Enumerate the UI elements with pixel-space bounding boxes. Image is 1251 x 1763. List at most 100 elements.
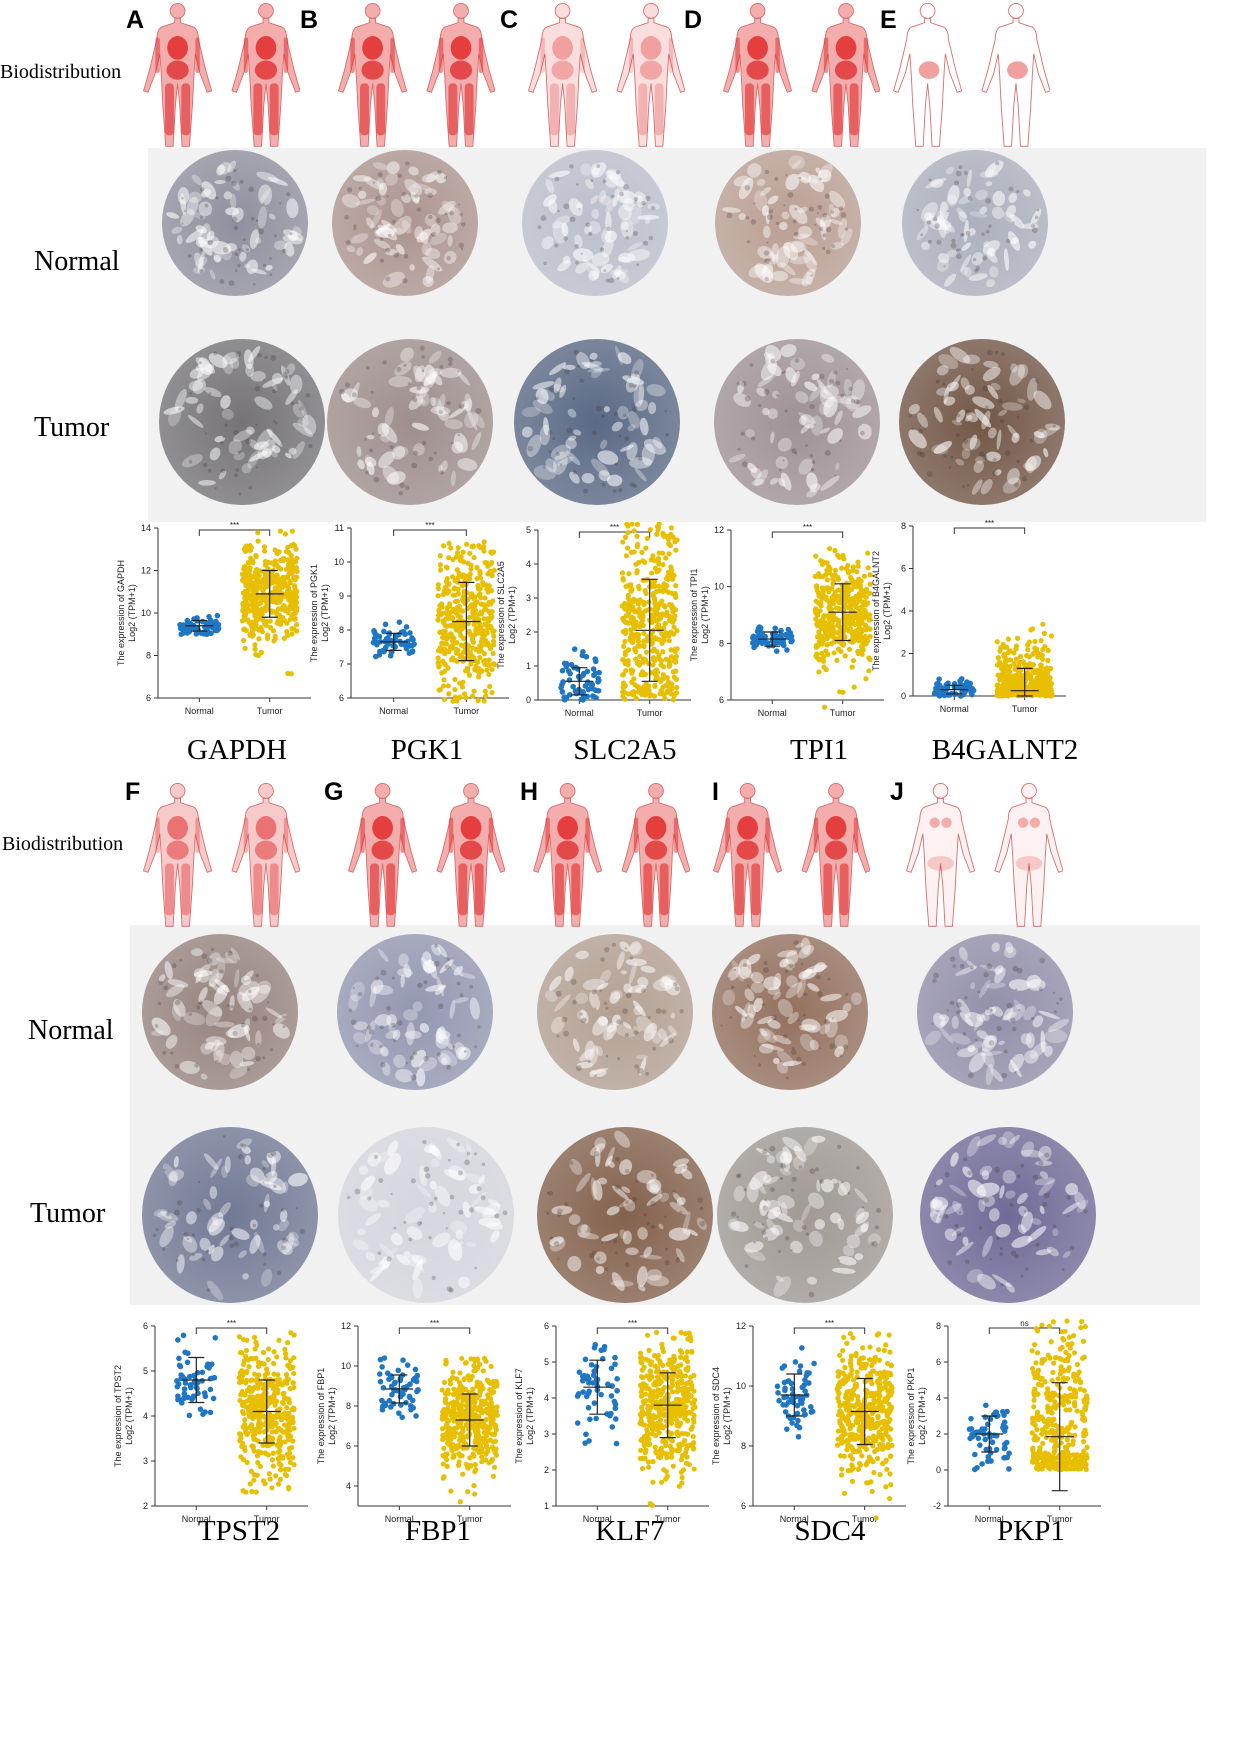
data-point-tumor <box>455 545 461 551</box>
data-point-tumor <box>834 1442 841 1448</box>
data-point-tumor <box>1057 1371 1063 1377</box>
data-point-tumor <box>494 1404 500 1410</box>
data-point-tumor <box>250 583 256 590</box>
data-point-tumor <box>1052 1399 1058 1405</box>
data-point-tumor <box>486 1425 492 1431</box>
data-point-tumor <box>858 587 864 593</box>
data-point-tumor <box>684 1443 690 1449</box>
data-point-tumor <box>256 1372 262 1378</box>
data-point-tumor <box>457 1499 463 1505</box>
data-point-tumor <box>850 658 857 664</box>
data-point-tumor <box>689 1349 695 1355</box>
data-point-tumor <box>848 1363 854 1369</box>
data-point-tumor <box>1081 1388 1087 1394</box>
data-point-tumor <box>679 1480 685 1486</box>
data-point-tumor <box>242 1417 248 1423</box>
data-point-tumor <box>1067 1385 1073 1392</box>
data-point-normal <box>794 1410 801 1417</box>
data-point-tumor <box>494 1412 500 1418</box>
data-point-tumor <box>255 538 261 544</box>
data-point-tumor <box>256 1412 263 1418</box>
data-point-tumor <box>857 1443 863 1450</box>
data-point-tumor <box>277 1448 283 1454</box>
tick-label: 12 <box>341 1321 351 1331</box>
data-point-tumor <box>630 599 636 605</box>
data-point-tumor <box>674 1447 680 1454</box>
data-point-tumor <box>678 1354 684 1360</box>
data-point-tumor <box>1079 1355 1086 1361</box>
data-point-tumor <box>652 1415 658 1421</box>
data-point-tumor <box>287 1432 293 1439</box>
data-point-tumor <box>263 574 269 580</box>
data-point-normal <box>582 1356 589 1363</box>
data-point-normal <box>983 1402 989 1409</box>
data-point-tumor <box>276 549 282 555</box>
data-point-tumor <box>254 1453 261 1459</box>
data-point-tumor <box>646 1347 652 1353</box>
data-point-normal <box>802 1377 808 1383</box>
data-point-normal <box>579 652 586 659</box>
data-point-tumor <box>255 1363 262 1370</box>
data-point-tumor <box>839 1466 845 1472</box>
data-point-tumor <box>634 522 641 527</box>
data-point-normal <box>801 1407 807 1413</box>
data-point-tumor <box>482 595 488 601</box>
data-point-tumor <box>436 612 442 619</box>
data-point-tumor <box>1039 1427 1045 1433</box>
data-point-tumor <box>656 561 662 567</box>
data-point-tumor <box>640 1375 646 1381</box>
data-point-tumor <box>846 586 852 593</box>
data-point-tumor <box>285 1396 291 1402</box>
data-point-tumor <box>855 1448 861 1454</box>
data-point-tumor <box>655 527 661 533</box>
data-point-normal <box>187 1382 194 1388</box>
data-point-tumor <box>1061 1397 1067 1404</box>
data-point-tumor <box>1045 1409 1051 1415</box>
data-point-tumor <box>489 666 495 673</box>
data-point-normal <box>570 683 576 690</box>
data-point-normal <box>396 1410 402 1416</box>
data-point-tumor <box>651 617 658 623</box>
data-point-tumor <box>450 638 456 644</box>
data-point-tumor <box>671 617 677 623</box>
data-point-normal <box>982 1414 989 1421</box>
data-point-tumor <box>256 636 262 642</box>
biodistribution-label-top: Biodistribution <box>0 61 122 83</box>
data-point-tumor <box>1032 645 1038 651</box>
data-point-tumor <box>445 1387 451 1393</box>
data-point-tumor <box>273 1398 280 1404</box>
data-point-tumor <box>825 651 831 658</box>
data-point-tumor <box>292 590 299 596</box>
data-point-tumor <box>1041 691 1047 697</box>
data-point-normal <box>187 620 194 627</box>
data-point-tumor <box>636 632 642 638</box>
data-point-tumor <box>626 571 632 577</box>
data-point-tumor <box>244 1431 250 1438</box>
data-point-tumor <box>832 547 838 554</box>
data-point-normal <box>777 639 783 646</box>
tick-label: 8 <box>339 625 344 635</box>
data-point-normal <box>958 676 965 682</box>
data-point-tumor <box>271 638 277 644</box>
data-point-tumor <box>269 1439 275 1445</box>
tick-label: 10 <box>341 1361 351 1371</box>
data-point-tumor <box>490 642 497 648</box>
data-point-tumor <box>687 1334 693 1340</box>
data-point-normal <box>1004 1454 1011 1461</box>
data-point-tumor <box>671 693 677 699</box>
data-point-tumor <box>866 655 872 661</box>
x-label-normal: Normal <box>385 1514 414 1524</box>
data-point-tumor <box>481 602 487 608</box>
data-point-tumor <box>441 677 447 683</box>
data-point-tumor <box>286 1445 293 1452</box>
data-point-tumor <box>239 1350 245 1356</box>
tick-label: 2 <box>936 1429 941 1439</box>
data-point-normal <box>380 1384 387 1391</box>
data-point-tumor <box>853 1353 859 1359</box>
data-point-normal <box>390 1400 396 1407</box>
data-point-tumor <box>859 651 865 657</box>
x-label-tumor: Tumor <box>457 1514 483 1524</box>
data-point-tumor <box>877 1375 883 1381</box>
data-point-normal <box>960 691 967 698</box>
data-point-tumor <box>249 633 255 639</box>
